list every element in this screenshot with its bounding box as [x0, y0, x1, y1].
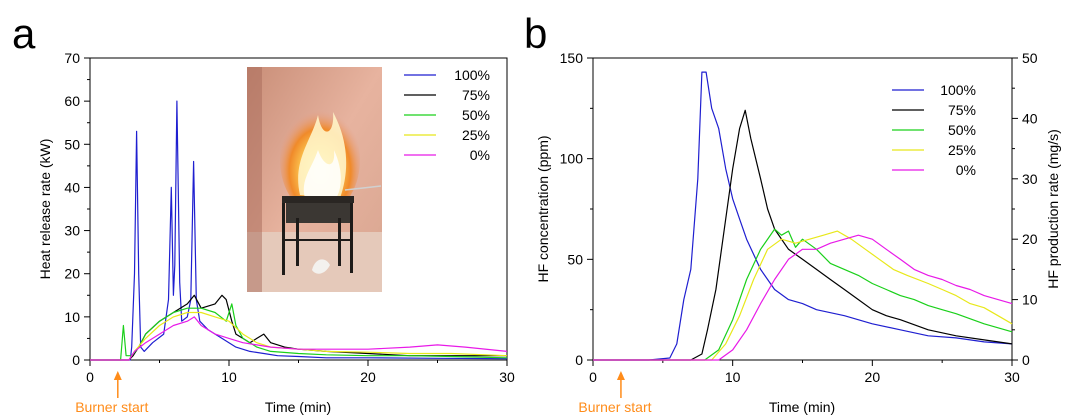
series-line-25pct	[90, 311, 508, 361]
y-tick-label: 30	[64, 223, 80, 239]
burner-start-annotation: Burner start	[578, 371, 652, 415]
y-tick-label: 70	[64, 50, 80, 66]
legend-label: 25%	[948, 142, 976, 158]
y-tick-label: 60	[64, 93, 80, 109]
legend-label: 50%	[462, 107, 490, 123]
x-tick-label: 0	[86, 369, 94, 385]
y-tick-label: 100	[560, 151, 584, 167]
y-tick-label-right: 40	[1022, 110, 1038, 126]
legend-label: 50%	[948, 122, 976, 138]
y-tick-label: 40	[64, 179, 80, 195]
series-line-50pct	[90, 303, 508, 361]
burner-start-arrowhead	[113, 371, 122, 380]
y-tick-label-right: 30	[1022, 171, 1038, 187]
burner-start-label: Burner start	[578, 399, 651, 415]
y-tick-label-right: 10	[1022, 292, 1038, 308]
y-tick-label: 150	[560, 50, 584, 66]
inset-photo	[247, 67, 382, 292]
x-tick-label: 20	[360, 369, 376, 385]
burner-start-annotation: Burner start	[75, 371, 148, 415]
x-tick-label: 10	[221, 369, 237, 385]
x-tick-label: 20	[865, 369, 881, 385]
series-line-100pct	[90, 100, 508, 361]
panel-label-a: a	[12, 10, 36, 57]
x-tick-label: 0	[589, 369, 597, 385]
legend-label: 100%	[454, 67, 490, 83]
y-tick-label: 50	[64, 136, 80, 152]
y-axis-label-b: HF concentration (ppm)	[535, 135, 551, 282]
legend-label: 0%	[470, 147, 490, 163]
legend-label: 25%	[462, 127, 490, 143]
burner-start-arrowhead	[616, 371, 625, 380]
legend: 100% 75% 50% 25% 0%	[892, 82, 976, 178]
x-tick-label: 10	[725, 369, 741, 385]
series-line-50pct	[593, 228, 1013, 361]
x-axis-label-b: Time (min)	[769, 399, 835, 415]
burner-start-label: Burner start	[75, 399, 148, 415]
panel-label-b: b	[524, 10, 547, 57]
y-tick-label: 20	[64, 266, 80, 282]
chart-a: 0 10 20 30 0 10 20 30 40 50 60 70 Burner start 100% 7…	[37, 50, 515, 415]
series-line-0pct	[90, 316, 508, 361]
legend-label: 100%	[940, 82, 976, 98]
legend-label: 0%	[956, 162, 976, 178]
x-axis-label-a: Time (min)	[265, 399, 331, 415]
y-tick-label-right: 20	[1022, 231, 1038, 247]
x-tick-label: 30	[499, 369, 515, 385]
series-line-25pct	[593, 230, 1013, 361]
legend-label: 75%	[948, 102, 976, 118]
series-line-100pct	[593, 71, 1013, 361]
y-axis-label-a: Heat release rate (kW)	[37, 139, 53, 280]
y-tick-label: 50	[567, 251, 583, 267]
legend-label: 75%	[462, 87, 490, 103]
y-tick-label: 10	[64, 309, 80, 325]
x-tick-label: 30	[1004, 369, 1020, 385]
y-tick-label-right: 0	[1022, 352, 1030, 368]
y-axis-label-right-b: HF production rate (mg/s)	[1045, 129, 1061, 289]
y-tick-label: 0	[575, 352, 583, 368]
legend: 100% 75% 50% 25% 0%	[404, 67, 490, 163]
y-tick-label: 0	[72, 352, 80, 368]
series-line-0pct	[593, 234, 1013, 361]
y-tick-label-right: 50	[1022, 50, 1038, 66]
